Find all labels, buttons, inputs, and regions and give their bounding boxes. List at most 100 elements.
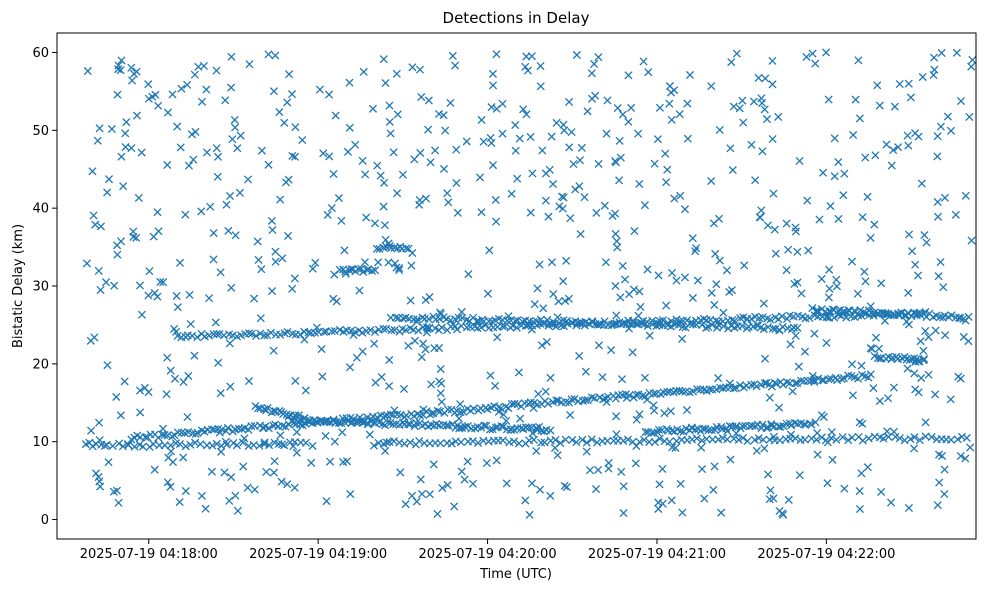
data-point-track-35km <box>372 244 381 253</box>
data-point-clutter <box>810 329 819 338</box>
data-point-clutter <box>663 165 672 174</box>
data-point-clutter <box>594 53 603 62</box>
data-point-clutter <box>782 219 791 228</box>
data-point-clutter <box>124 441 133 450</box>
data-point-clutter <box>250 485 259 494</box>
data-point-clutter <box>553 313 562 322</box>
data-point-clutter <box>213 152 223 161</box>
data-point-track-12km <box>779 421 788 431</box>
data-point-clutter <box>211 318 220 327</box>
data-point-track-26km-falling <box>688 320 698 329</box>
data-point-clutter <box>857 469 866 478</box>
data-point-clutter <box>603 96 612 105</box>
data-point-clutter <box>504 312 513 321</box>
data-point-clutter <box>385 117 394 126</box>
data-point-clutter <box>929 53 939 62</box>
data-point-clutter <box>168 458 178 467</box>
data-point-clutter <box>88 167 97 176</box>
data-point-track-low-rising <box>406 438 415 447</box>
data-point-clutter <box>934 450 944 459</box>
data-point-clutter <box>541 387 550 396</box>
data-point-clutter <box>221 437 230 446</box>
data-point-clutter <box>536 61 545 71</box>
data-point-clutter <box>502 416 511 425</box>
data-point-clutter <box>417 353 426 362</box>
data-point-clutter <box>291 376 300 385</box>
data-point-clutter <box>848 391 857 400</box>
data-point-clutter <box>863 463 872 472</box>
data-point-clutter <box>361 170 370 179</box>
data-point-clutter <box>330 437 339 446</box>
data-point-clutter <box>631 459 640 468</box>
data-point-clutter <box>197 207 206 216</box>
data-point-clutter <box>122 118 131 127</box>
data-point-clutter <box>379 55 388 64</box>
data-point-track-12km <box>782 419 791 428</box>
data-point-clutter <box>668 443 677 452</box>
data-point-clutter <box>813 308 822 317</box>
data-point-clutter <box>321 431 330 441</box>
data-point-clutter <box>602 129 611 138</box>
data-point-clutter <box>729 102 738 111</box>
data-point-track-descending <box>546 426 555 435</box>
data-point-clutter <box>284 175 293 184</box>
data-point-clutter <box>924 370 933 379</box>
data-point-track-35km <box>379 243 388 252</box>
data-point-clutter <box>613 103 622 113</box>
data-point-clutter <box>577 143 586 152</box>
data-point-track-low-rising <box>222 440 231 449</box>
data-point-track-26km-falling <box>622 319 631 329</box>
data-point-clutter <box>675 110 684 119</box>
data-point-clutter <box>880 316 889 325</box>
data-point-clutter <box>114 61 123 70</box>
data-point-track-main-rising <box>678 387 687 396</box>
data-point-clutter <box>839 191 848 200</box>
data-point-clutter <box>201 504 210 513</box>
data-point-clutter <box>121 129 130 138</box>
data-point-clutter <box>722 266 731 275</box>
data-point-clutter <box>346 490 355 499</box>
data-point-clutter <box>940 489 949 499</box>
data-point-track-25km-falling <box>390 326 399 335</box>
data-point-clutter <box>527 325 536 334</box>
data-point-clutter <box>904 288 913 297</box>
data-point-clutter <box>826 202 835 211</box>
data-point-track-low-rising <box>910 433 919 442</box>
data-point-clutter <box>961 191 970 200</box>
data-point-track-low-rising <box>665 437 674 446</box>
data-point-clutter <box>832 282 842 291</box>
data-point-clutter <box>917 373 926 383</box>
data-point-clutter <box>600 201 609 210</box>
data-point-clutter <box>774 112 783 121</box>
data-point-clutter <box>621 390 630 399</box>
data-point-clutter <box>611 156 620 166</box>
data-point-clutter <box>832 275 841 284</box>
data-point-clutter <box>231 123 240 132</box>
data-point-clutter <box>564 294 573 303</box>
data-point-clutter <box>257 146 266 155</box>
data-point-clutter <box>527 479 537 488</box>
data-point-clutter <box>931 390 940 399</box>
data-point-clutter <box>424 96 433 105</box>
data-point-clutter <box>834 157 843 167</box>
data-point-track-low-rising <box>529 435 538 444</box>
data-point-clutter <box>634 311 643 320</box>
data-point-clutter <box>627 103 636 112</box>
data-point-clutter <box>732 49 741 58</box>
data-point-clutter <box>172 327 181 336</box>
data-point-clutter <box>665 99 674 108</box>
data-point-clutter <box>767 420 776 429</box>
data-point-track-25km-falling <box>304 328 313 337</box>
data-point-clutter <box>197 491 206 500</box>
data-point-clutter <box>212 66 221 75</box>
data-point-clutter <box>368 104 378 113</box>
data-point-clutter <box>104 175 114 184</box>
data-point-clutter <box>322 497 331 506</box>
data-point-clutter <box>370 339 379 348</box>
data-point-clutter <box>417 92 426 102</box>
data-point-clutter <box>913 271 923 280</box>
data-point-track-descending <box>389 420 398 429</box>
data-point-clutter <box>233 506 242 515</box>
data-point-clutter <box>145 267 154 276</box>
data-point-track-main-rising <box>168 432 177 441</box>
